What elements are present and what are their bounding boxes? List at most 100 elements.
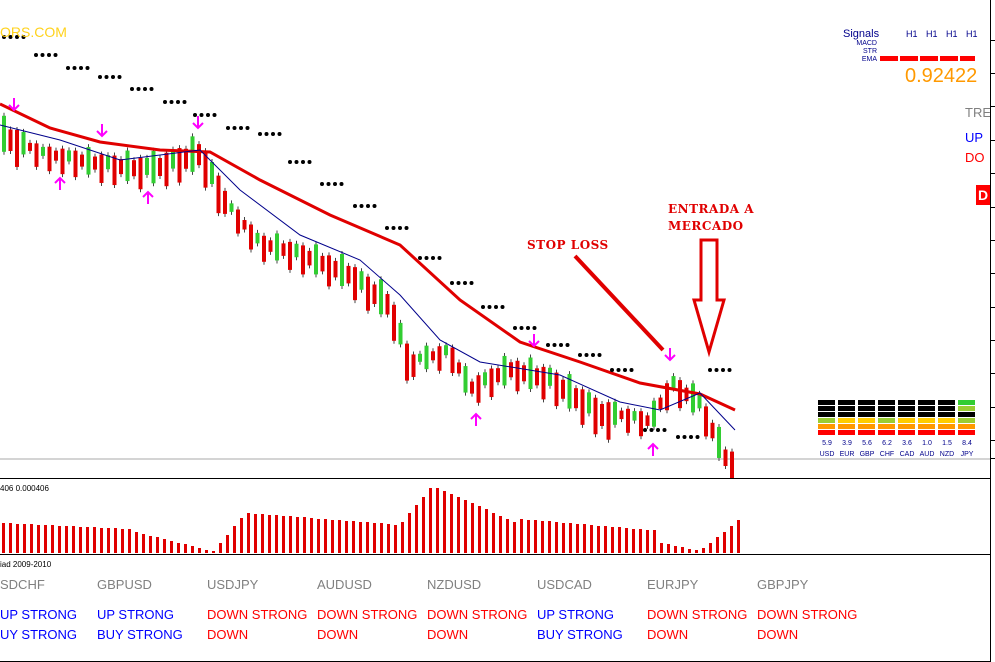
stop-dot xyxy=(643,428,647,432)
meter-bar xyxy=(858,412,875,417)
histogram-bar xyxy=(674,546,677,553)
candlestick xyxy=(457,362,461,374)
trend-cell: DOWN STRONG xyxy=(317,607,418,622)
meter-bar xyxy=(958,418,975,423)
histogram-bar xyxy=(688,549,691,553)
candlestick xyxy=(541,366,546,400)
timeframe-label: H1 xyxy=(926,29,938,39)
stop-dot xyxy=(66,66,70,70)
histogram-bar xyxy=(527,520,530,553)
stop-dot xyxy=(288,160,292,164)
histogram-bar xyxy=(142,534,145,553)
histogram-bar xyxy=(2,523,5,553)
price-chart[interactable] xyxy=(0,0,990,478)
stop-dot xyxy=(591,353,595,357)
histogram-bar xyxy=(408,513,411,553)
candlestick xyxy=(236,209,240,234)
stop-dot xyxy=(212,113,217,117)
candlestick xyxy=(437,346,442,371)
stop-dot xyxy=(649,428,654,432)
candlestick xyxy=(496,368,500,383)
meter-bar xyxy=(918,400,935,405)
histogram-bar xyxy=(310,518,313,553)
currency-strength-value: 5.9 xyxy=(822,440,832,447)
stop-dot xyxy=(494,305,498,309)
candlestick xyxy=(470,381,474,394)
currency-strength-value: 3.6 xyxy=(902,440,912,447)
stop-dot xyxy=(199,113,204,117)
histogram-bar xyxy=(268,515,271,553)
histogram-bar xyxy=(198,548,201,553)
stop-dot xyxy=(546,343,550,347)
trend-up-label: UP xyxy=(965,130,984,145)
buy-arrow-icon xyxy=(142,190,154,198)
oscillator-pane[interactable] xyxy=(0,480,990,555)
candlestick xyxy=(190,136,195,172)
meter-bar xyxy=(958,400,975,405)
candlestick xyxy=(444,345,448,356)
meter-bar xyxy=(838,412,855,417)
candlestick xyxy=(405,343,409,381)
histogram-bar xyxy=(184,544,187,553)
trend-cell: DOWN STRONG xyxy=(427,607,528,622)
candlestick xyxy=(632,411,637,421)
histogram-bar xyxy=(37,525,40,553)
trend-down-label: DO xyxy=(965,150,985,165)
price-chart-pane[interactable]: ORS.COM Signals MACD STR EMA H1 H1 H1 H1… xyxy=(0,0,991,479)
stop-dot xyxy=(47,53,51,57)
histogram-bar xyxy=(639,529,642,553)
histogram-bar xyxy=(135,532,138,553)
candlestick xyxy=(275,233,279,261)
table-title: iad 2009-2010 xyxy=(0,560,52,569)
meter-bar xyxy=(818,412,835,417)
currency-code: USD xyxy=(819,451,835,458)
histogram-bar xyxy=(709,543,712,553)
histogram-bar xyxy=(233,526,236,553)
stop-dot xyxy=(456,281,461,285)
histogram-bar xyxy=(429,488,432,553)
stop-dot xyxy=(40,53,45,57)
pair-header: USDCAD xyxy=(537,577,592,592)
stop-dot xyxy=(226,126,230,130)
signal-label-macd: MACD xyxy=(856,40,877,47)
candlestick xyxy=(255,232,260,244)
histogram-bar xyxy=(590,525,593,553)
stop-dot xyxy=(53,53,58,57)
meter-bar xyxy=(878,430,895,435)
stop-dot xyxy=(437,256,442,260)
stop-dot xyxy=(143,87,147,91)
meter-bar xyxy=(938,400,955,405)
candlestick xyxy=(80,154,84,167)
meter-bar xyxy=(818,418,835,423)
candlestick xyxy=(398,322,403,345)
candlestick xyxy=(366,276,370,311)
stop-dot xyxy=(85,66,90,70)
stop-dot xyxy=(708,368,712,372)
signals-title: Signals xyxy=(843,28,880,40)
candlestick xyxy=(580,389,585,425)
histogram-bar xyxy=(107,528,110,553)
currency-code: CHF xyxy=(879,451,895,458)
oscillator-histogram xyxy=(2,488,740,553)
meter-bar xyxy=(838,430,855,435)
histogram-bar xyxy=(534,520,537,553)
candlestick xyxy=(535,368,539,386)
candlestick xyxy=(229,203,234,212)
candlestick xyxy=(593,397,598,435)
candlestick xyxy=(483,372,487,386)
candlestick xyxy=(463,366,468,393)
meter-bar xyxy=(938,412,955,417)
stop-dot xyxy=(277,132,282,136)
candlestick xyxy=(515,360,520,392)
brand-watermark: ORS.COM xyxy=(0,24,67,40)
candlestick xyxy=(372,284,377,304)
histogram-bar xyxy=(261,514,264,553)
histogram-bar xyxy=(23,524,26,553)
histogram-bar xyxy=(702,548,705,553)
stop-dot xyxy=(610,368,614,372)
stop-dot xyxy=(15,35,19,39)
stop-dot xyxy=(695,435,700,439)
histogram-bar xyxy=(163,539,166,553)
trend-cell: DOWN STRONG xyxy=(757,607,858,622)
sell-arrow-icon xyxy=(192,122,204,130)
